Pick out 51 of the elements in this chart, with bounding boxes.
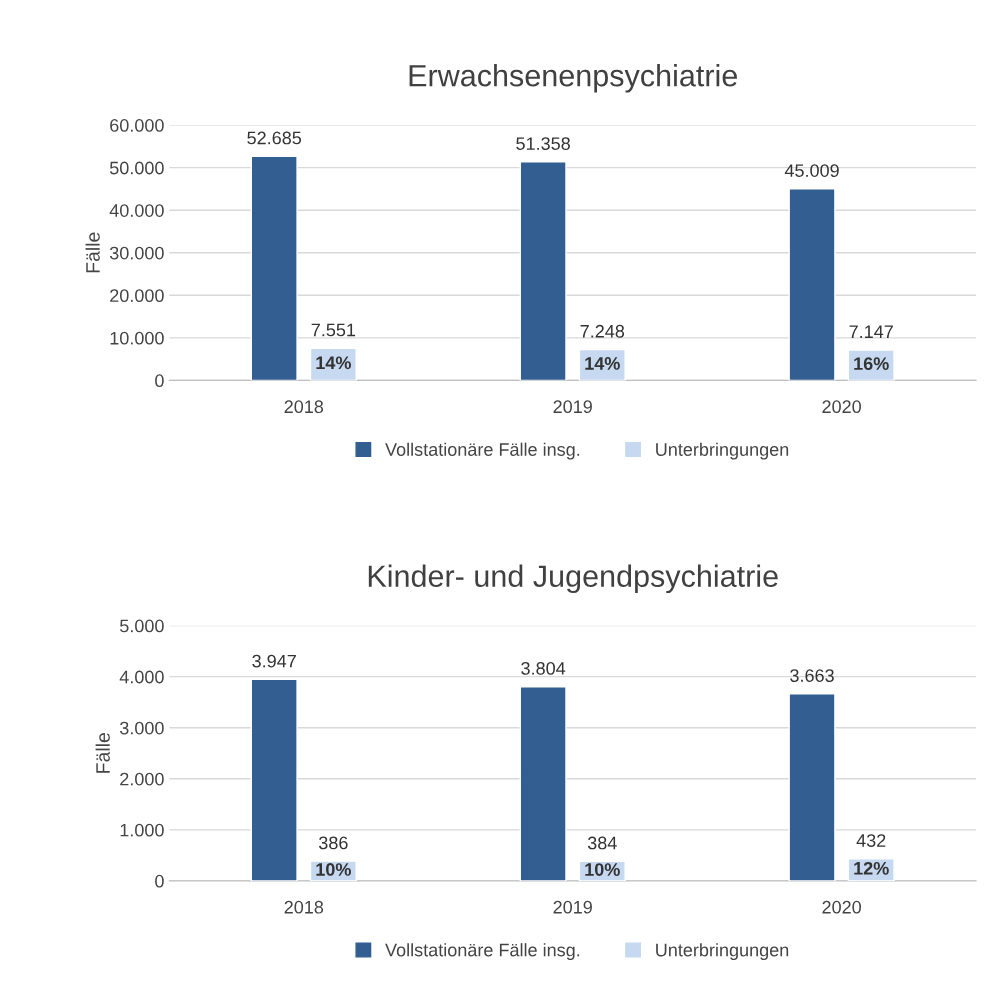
- legend-label: Vollstationäre Fälle insg.: [385, 943, 580, 960]
- data-label: 3.804: [521, 661, 566, 675]
- data-label: 432: [856, 834, 886, 847]
- data-label: 51.358: [516, 137, 570, 150]
- x-tick-label: 2020: [822, 900, 861, 914]
- x-tick-label: 2019: [553, 400, 592, 414]
- bar: [250, 155, 298, 381]
- bar: [519, 685, 567, 881]
- x-tick-label: 2020: [822, 400, 861, 414]
- y-tick-label: 4.000: [119, 670, 164, 684]
- y-tick-label: 2.000: [120, 772, 164, 786]
- bar: [788, 693, 836, 881]
- bar: [519, 161, 567, 381]
- chart-title: Kinder- und Jugendpsychiatrie: [368, 564, 778, 594]
- data-label: 7.147: [849, 325, 893, 338]
- y-tick-label: 0: [155, 374, 164, 388]
- x-tick-label: 2018: [284, 900, 324, 914]
- data-label: 384: [587, 836, 617, 850]
- legend-label: Unterbringungen: [656, 442, 789, 460]
- y-tick-label: 10.000: [110, 331, 164, 345]
- y-tick-label: 1.000: [120, 823, 164, 837]
- legend-label: Vollstationäre Fälle insg.: [385, 442, 580, 460]
- y-tick-label: 5.000: [120, 619, 164, 633]
- y-tick-label: 0: [155, 874, 164, 888]
- data-label: 3.947: [252, 654, 296, 668]
- data-label: 52.685: [247, 131, 302, 145]
- annotation: 14%: [316, 356, 351, 370]
- bar: [250, 678, 298, 881]
- annotation: 12%: [854, 861, 889, 875]
- y-tick-label: 3.000: [119, 721, 164, 735]
- y-axis-title: Fälle: [95, 733, 110, 773]
- annotation: 10%: [316, 863, 351, 876]
- y-tick-label: 30.000: [109, 246, 164, 260]
- data-label: 7.551: [311, 323, 356, 337]
- data-label: 3.663: [790, 669, 834, 682]
- data-label: 386: [318, 836, 348, 850]
- annotation: 10%: [585, 863, 620, 876]
- y-tick-label: 20.000: [110, 289, 164, 303]
- x-tick-label: 2018: [284, 400, 324, 414]
- bar: [788, 188, 836, 381]
- y-tick-label: 40.000: [109, 204, 164, 217]
- annotation: 14%: [585, 357, 620, 370]
- data-label: 7.248: [580, 324, 625, 338]
- y-axis-title: Fälle: [85, 232, 100, 273]
- y-tick-label: 60.000: [110, 119, 164, 132]
- annotation: 16%: [854, 357, 889, 371]
- data-label: 45.009: [784, 164, 839, 177]
- chart-title: Erwachsenenpsychiatrie: [409, 64, 737, 93]
- y-tick-label: 50.000: [109, 161, 164, 175]
- x-tick-label: 2019: [553, 900, 592, 914]
- legend-label: Unterbringungen: [656, 943, 789, 960]
